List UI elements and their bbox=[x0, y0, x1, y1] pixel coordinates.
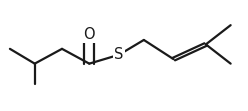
Text: O: O bbox=[84, 27, 95, 42]
Text: S: S bbox=[114, 47, 124, 62]
